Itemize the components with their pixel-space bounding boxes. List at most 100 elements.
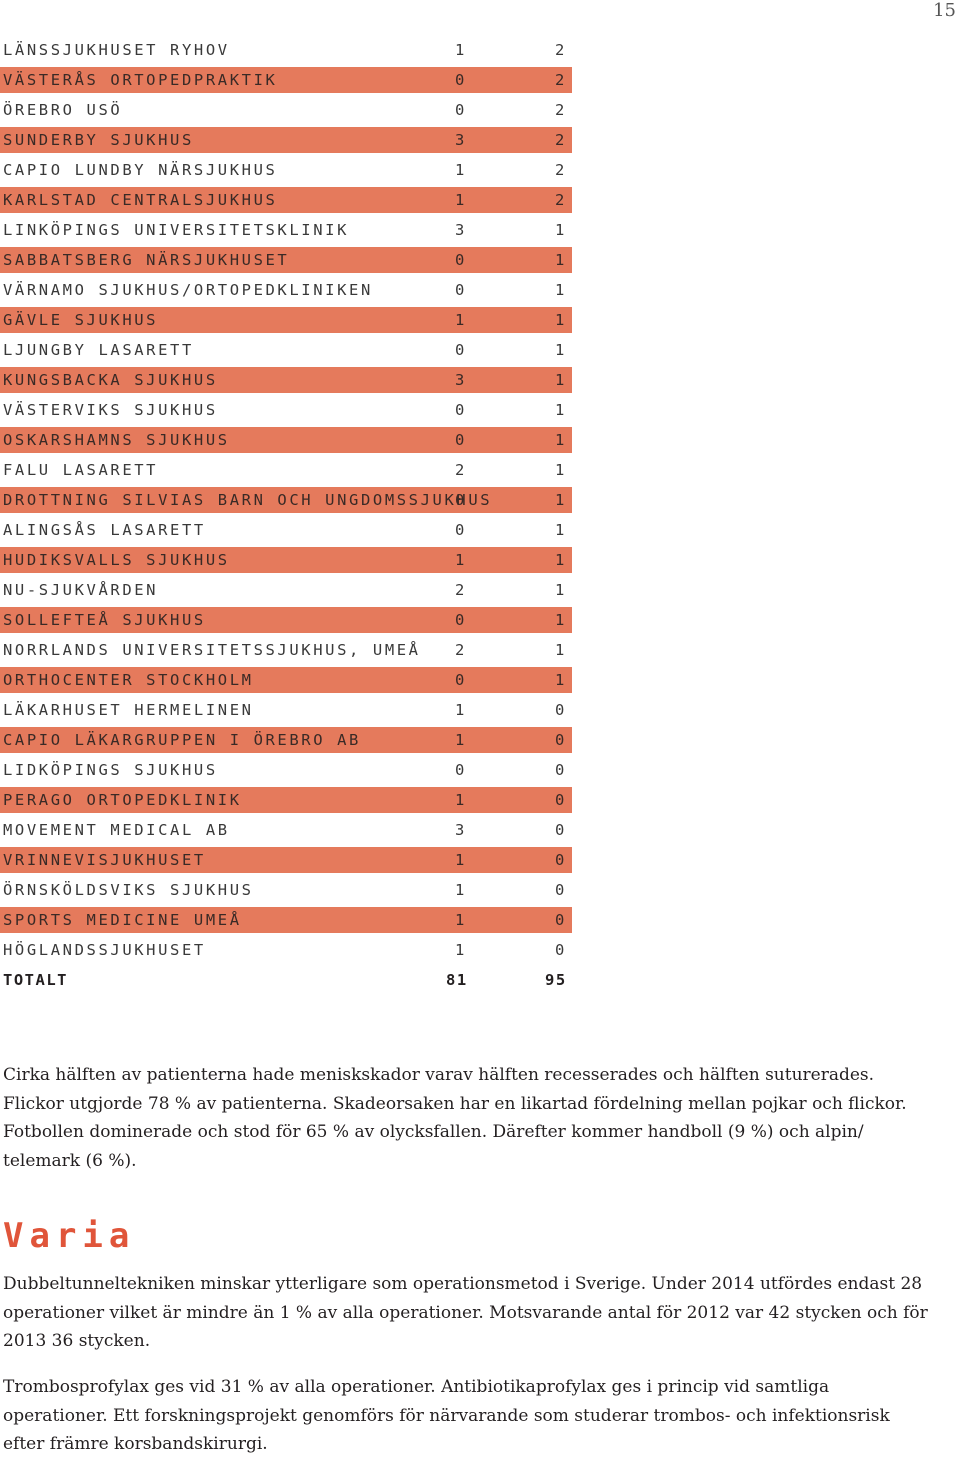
hospital-name: CAPIO LÄKARGRUPPEN I ÖREBRO AB — [3, 731, 361, 749]
hospital-name: SPORTS MEDICINE UMEÅ — [3, 911, 242, 929]
value-col-2: 1 — [555, 251, 567, 269]
table-row: SUNDERBY SJUKHUS 3 2 — [0, 127, 572, 153]
hospital-name: FALU LASARETT — [3, 461, 159, 479]
value-col-1: 1 — [455, 731, 467, 749]
total-col-2: 95 — [545, 971, 567, 989]
value-col-2: 1 — [555, 311, 567, 329]
value-col-1: 1 — [455, 191, 467, 209]
value-col-1: 3 — [455, 821, 467, 839]
table-row: KUNGSBACKA SJUKHUS 3 1 — [0, 367, 572, 393]
section-heading-varia: Varia — [3, 1216, 136, 1256]
hospital-name: PERAGO ORTOPEDKLINIK — [3, 791, 242, 809]
table-row: ORTHOCENTER STOCKHOLM 0 1 — [0, 667, 572, 693]
table-row: PERAGO ORTOPEDKLINIK 1 0 — [0, 787, 572, 813]
paragraph-text: Cirka hälften av patienterna hade menisk… — [3, 1065, 907, 1171]
hospital-name: HÖGLANDSSJUKHUSET — [3, 941, 206, 959]
value-col-2: 1 — [555, 371, 567, 389]
value-col-1: 1 — [455, 911, 467, 929]
table-row: CAPIO LUNDBY NÄRSJUKHUS 1 2 — [0, 157, 572, 183]
hospital-name: ORTHOCENTER STOCKHOLM — [3, 671, 254, 689]
value-col-2: 0 — [555, 701, 567, 719]
total-col-1: 81 — [446, 971, 468, 989]
value-col-2: 0 — [555, 881, 567, 899]
value-col-1: 1 — [455, 701, 467, 719]
table-row: KARLSTAD CENTRALSJUKHUS 1 2 — [0, 187, 572, 213]
table-row: HUDIKSVALLS SJUKHUS 1 1 — [0, 547, 572, 573]
value-col-1: 1 — [455, 311, 467, 329]
value-col-2: 0 — [555, 941, 567, 959]
value-col-1: 1 — [455, 941, 467, 959]
value-col-2: 1 — [555, 401, 567, 419]
hospital-table: LÄNSSJUKHUSET RYHOV 1 2 VÄSTERÅS ORTOPEDPRA… — [0, 37, 572, 997]
table-row: ÖREBRO USÖ 0 2 — [0, 97, 572, 123]
paragraph-text: Trombosprofylax ges vid 31 % av alla ope… — [3, 1377, 890, 1454]
value-col-2: 0 — [555, 911, 567, 929]
table-row: NU-SJUKVÅRDEN 2 1 — [0, 577, 572, 603]
paragraph-prophylaxis: Trombosprofylax ges vid 31 % av alla ope… — [3, 1373, 933, 1459]
value-col-2: 2 — [555, 161, 567, 179]
table-total-row: TOTALT 81 95 — [0, 967, 572, 993]
paragraph-text: Dubbeltunneltekniken minskar ytterligare… — [3, 1274, 928, 1351]
hospital-name: LÄNSSJUKHUSET RYHOV — [3, 41, 230, 59]
table-row: VÄSTERVIKS SJUKHUS 0 1 — [0, 397, 572, 423]
value-col-2: 2 — [555, 191, 567, 209]
table-row: DROTTNING SILVIAS BARN OCH UNGDOMSSJUKHU… — [0, 487, 572, 513]
hospital-name: VRINNEVISJUKHUSET — [3, 851, 206, 869]
value-col-1: 0 — [455, 101, 467, 119]
table-row: GÄVLE SJUKHUS 1 1 — [0, 307, 572, 333]
value-col-2: 1 — [555, 671, 567, 689]
value-col-1: 2 — [455, 581, 467, 599]
table-row: SOLLEFTEÅ SJUKHUS 0 1 — [0, 607, 572, 633]
hospital-name: SABBATSBERG NÄRSJUKHUSET — [3, 251, 290, 269]
value-col-1: 1 — [455, 881, 467, 899]
table-row: CAPIO LÄKARGRUPPEN I ÖREBRO AB 1 0 — [0, 727, 572, 753]
hospital-name: VÄSTERVIKS SJUKHUS — [3, 401, 218, 419]
total-label: TOTALT — [3, 971, 68, 989]
value-col-2: 1 — [555, 221, 567, 239]
hospital-name: VÄRNAMO SJUKHUS/ORTOPEDKLINIKEN — [3, 281, 373, 299]
value-col-1: 3 — [455, 371, 467, 389]
paragraph-double-tunnel: Dubbeltunneltekniken minskar ytterligare… — [3, 1270, 933, 1356]
hospital-name: MOVEMENT MEDICAL AB — [3, 821, 230, 839]
value-col-2: 0 — [555, 821, 567, 839]
value-col-2: 1 — [555, 281, 567, 299]
table-row: SABBATSBERG NÄRSJUKHUSET 0 1 — [0, 247, 572, 273]
paragraph-meniscus: Cirka hälften av patienterna hade menisk… — [3, 1061, 933, 1175]
hospital-name: DROTTNING SILVIAS BARN OCH UNGDOMSSJUKHU… — [3, 491, 493, 509]
hospital-name: NORRLANDS UNIVERSITETSSJUKHUS, UMEÅ — [3, 641, 421, 659]
value-col-2: 1 — [555, 641, 567, 659]
table-row: VRINNEVISJUKHUSET 1 0 — [0, 847, 572, 873]
table-row: ÖRNSKÖLDSVIKS SJUKHUS 1 0 — [0, 877, 572, 903]
table-row: LÄNSSJUKHUSET RYHOV 1 2 — [0, 37, 572, 63]
value-col-1: 3 — [455, 221, 467, 239]
table-row: LIDKÖPINGS SJUKHUS 0 0 — [0, 757, 572, 783]
value-col-1: 0 — [455, 521, 467, 539]
table-row: SPORTS MEDICINE UMEÅ 1 0 — [0, 907, 572, 933]
table-row: VÄSTERÅS ORTOPEDPRAKTIK 0 2 — [0, 67, 572, 93]
value-col-1: 0 — [455, 251, 467, 269]
value-col-1: 1 — [455, 851, 467, 869]
value-col-1: 1 — [455, 551, 467, 569]
value-col-1: 0 — [455, 401, 467, 419]
hospital-name: KARLSTAD CENTRALSJUKHUS — [3, 191, 278, 209]
value-col-1: 0 — [455, 431, 467, 449]
hospital-name: HUDIKSVALLS SJUKHUS — [3, 551, 230, 569]
value-col-2: 1 — [555, 341, 567, 359]
value-col-1: 2 — [455, 461, 467, 479]
hospital-name: LINKÖPINGS UNIVERSITETSKLINIK — [3, 221, 350, 239]
hospital-name: ÖRNSKÖLDSVIKS SJUKHUS — [3, 881, 254, 899]
table-row: HÖGLANDSSJUKHUSET 1 0 — [0, 937, 572, 963]
value-col-1: 0 — [455, 671, 467, 689]
hospital-name: GÄVLE SJUKHUS — [3, 311, 159, 329]
hospital-name: NU-SJUKVÅRDEN — [3, 581, 159, 599]
table-row: ALINGSÅS LASARETT 0 1 — [0, 517, 572, 543]
value-col-1: 0 — [455, 71, 467, 89]
value-col-1: 0 — [455, 281, 467, 299]
table-row: FALU LASARETT 2 1 — [0, 457, 572, 483]
table-row: MOVEMENT MEDICAL AB 3 0 — [0, 817, 572, 843]
hospital-name: VÄSTERÅS ORTOPEDPRAKTIK — [3, 71, 278, 89]
value-col-1: 1 — [455, 791, 467, 809]
value-col-1: 1 — [455, 41, 467, 59]
table-row: OSKARSHAMNS SJUKHUS 0 1 — [0, 427, 572, 453]
table-row: VÄRNAMO SJUKHUS/ORTOPEDKLINIKEN 0 1 — [0, 277, 572, 303]
